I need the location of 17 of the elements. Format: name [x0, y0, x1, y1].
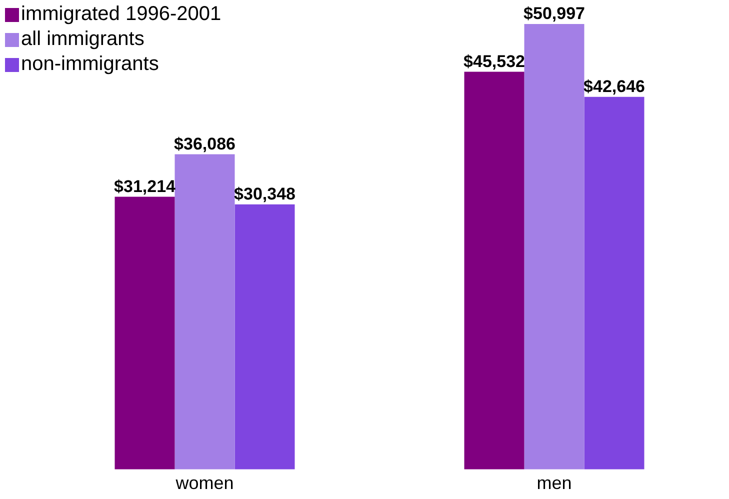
- x-tick-label: women: [174, 473, 234, 494]
- bar: [114, 196, 175, 470]
- data-label: $36,086: [174, 134, 236, 154]
- data-label: $31,214: [114, 176, 176, 196]
- bar: [234, 204, 295, 470]
- bar: [174, 154, 235, 470]
- data-label: $30,348: [234, 184, 296, 204]
- legend-label: non-immigrants: [21, 52, 159, 77]
- data-label: $45,532: [464, 52, 525, 71]
- data-label: $42,646: [584, 77, 645, 96]
- x-tick-label: men: [536, 473, 572, 494]
- bar: [584, 96, 644, 470]
- bar: [464, 72, 524, 470]
- data-label: $50,997: [524, 4, 585, 24]
- legend-label: immigrated 1996-2001: [21, 2, 222, 27]
- bar: [524, 24, 584, 470]
- legend-label: all immigrants: [21, 27, 144, 52]
